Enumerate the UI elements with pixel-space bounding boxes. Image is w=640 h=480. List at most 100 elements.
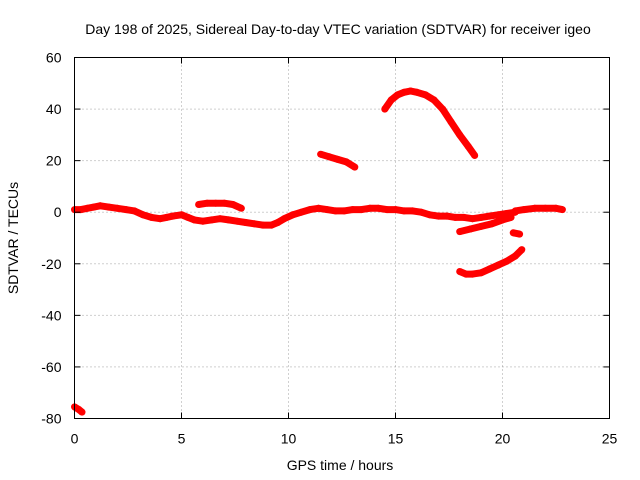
data-point (511, 207, 519, 215)
data-point (383, 206, 391, 214)
data-point (430, 96, 438, 104)
data-point (315, 204, 322, 212)
data-point (366, 204, 374, 212)
y-axis-label: SDTVAR / TECUs (5, 182, 21, 294)
data-point (351, 163, 359, 171)
data-point (90, 203, 98, 211)
data-point (516, 230, 524, 238)
data-point (486, 265, 494, 273)
data-point (443, 212, 451, 220)
data-point (342, 158, 350, 166)
data-point (212, 199, 220, 207)
x-tick-label: 10 (281, 431, 297, 447)
data-point (306, 206, 314, 214)
data-point (400, 207, 408, 215)
data-point (520, 206, 528, 214)
data-point (184, 213, 192, 221)
data-point (323, 206, 331, 214)
data-point (464, 143, 472, 150)
x-tick-label: 20 (495, 431, 511, 447)
data-point (469, 215, 476, 223)
data-point (456, 268, 464, 275)
data-point (130, 207, 138, 215)
x-tick-labels: 0 5 10 15 20 25 (71, 431, 618, 447)
y-tick-label: -60 (41, 359, 61, 375)
data-point (558, 206, 566, 214)
data-point (77, 206, 85, 214)
data-point (541, 204, 549, 212)
data-point (471, 152, 479, 159)
data-point (163, 213, 170, 221)
data-point (332, 207, 340, 215)
data-point (462, 270, 470, 278)
data-point (139, 211, 147, 219)
data-point (417, 208, 425, 216)
data-point (274, 219, 282, 226)
data-point (259, 221, 267, 229)
data-point (460, 213, 468, 221)
data-point (469, 270, 476, 278)
data-point (407, 87, 414, 95)
data-point (242, 219, 250, 226)
data-point (503, 257, 511, 265)
plot-frame (74, 57, 610, 419)
data-point (357, 206, 365, 214)
data-point (113, 204, 121, 212)
axis-ticks (74, 57, 610, 419)
data-point (233, 217, 241, 225)
y-tick-label: 40 (46, 101, 62, 117)
data-point (297, 208, 305, 216)
data-point (439, 105, 447, 113)
data-point (105, 203, 113, 211)
data-point (456, 228, 464, 236)
data-point (334, 155, 342, 163)
data-point (451, 213, 459, 221)
data-point (178, 211, 185, 219)
data-series (71, 87, 566, 416)
y-tick-label: -40 (41, 307, 61, 323)
data-point (392, 206, 399, 214)
data-point (466, 225, 474, 233)
data-point (381, 105, 389, 113)
data-point (349, 206, 357, 214)
data-point (195, 201, 203, 208)
data-point (409, 207, 417, 215)
data-point (225, 216, 233, 224)
data-point (531, 204, 539, 212)
data-point (456, 131, 464, 139)
data-point (325, 153, 333, 161)
x-tick-label: 15 (388, 431, 404, 447)
data-point (96, 202, 104, 210)
data-point (422, 91, 429, 99)
data-point (220, 199, 228, 207)
x-tick-label: 5 (178, 431, 186, 447)
x-axis-label: GPS time / hours (287, 457, 394, 473)
data-point (203, 199, 211, 207)
data-point (400, 88, 408, 96)
data-point (267, 221, 275, 229)
grid-lines (74, 57, 610, 419)
data-point (317, 150, 325, 158)
data-point (148, 213, 155, 221)
data-point (199, 217, 207, 225)
data-point (156, 215, 164, 223)
data-point (237, 204, 245, 212)
data-point (507, 213, 515, 221)
data-point (216, 215, 224, 223)
data-point (374, 204, 382, 212)
data-point (477, 269, 485, 277)
data-point (552, 204, 560, 212)
data-point (447, 118, 455, 126)
data-point (83, 204, 91, 212)
data-point (394, 91, 402, 99)
chart-title: Day 198 of 2025, Sidereal Day-to-day VTE… (85, 21, 591, 37)
x-tick-label: 25 (602, 431, 618, 447)
data-point (426, 211, 434, 219)
data-point (250, 220, 258, 228)
y-tick-label: 60 (46, 50, 62, 66)
data-point (434, 212, 442, 220)
data-point (208, 216, 215, 224)
y-tick-label: 0 (54, 204, 62, 220)
data-point (280, 215, 288, 223)
